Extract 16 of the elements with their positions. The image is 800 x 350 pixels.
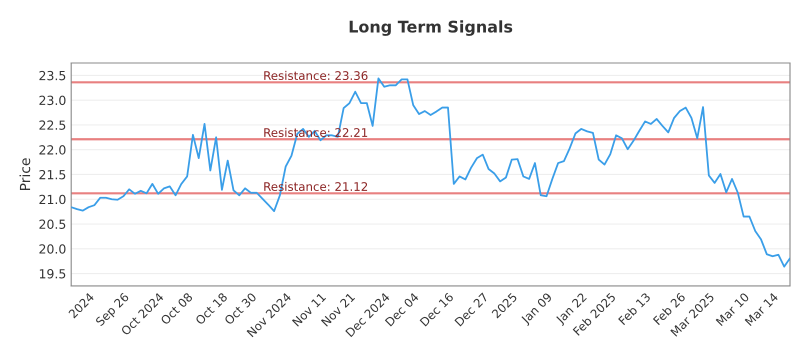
y-tick-label: 21.0 bbox=[39, 194, 66, 204]
x-tick-label: Jan 09 bbox=[520, 292, 554, 326]
y-tick-label: 21.5 bbox=[39, 170, 66, 180]
x-tick-label: Dec 27 bbox=[454, 292, 489, 327]
y-tick-label: 20.0 bbox=[39, 244, 66, 254]
y-tick-label: 22.5 bbox=[39, 120, 66, 130]
ref-line-label: Resistance: 23.36 bbox=[264, 70, 368, 80]
y-tick-label: 20.5 bbox=[39, 219, 66, 229]
y-tick-label: 19.5 bbox=[40, 269, 66, 278]
y-tick-label: 23.0 bbox=[39, 96, 66, 106]
y-tick-label: 22.0 bbox=[39, 145, 66, 155]
y-tick-label: 23.5 bbox=[39, 70, 66, 80]
x-tick-label: Feb 13 bbox=[618, 292, 651, 326]
x-tick-label: Dec 16 bbox=[420, 292, 454, 327]
y-axis-title: Price bbox=[20, 158, 30, 190]
chart-title: Long Term Signals bbox=[350, 20, 512, 36]
